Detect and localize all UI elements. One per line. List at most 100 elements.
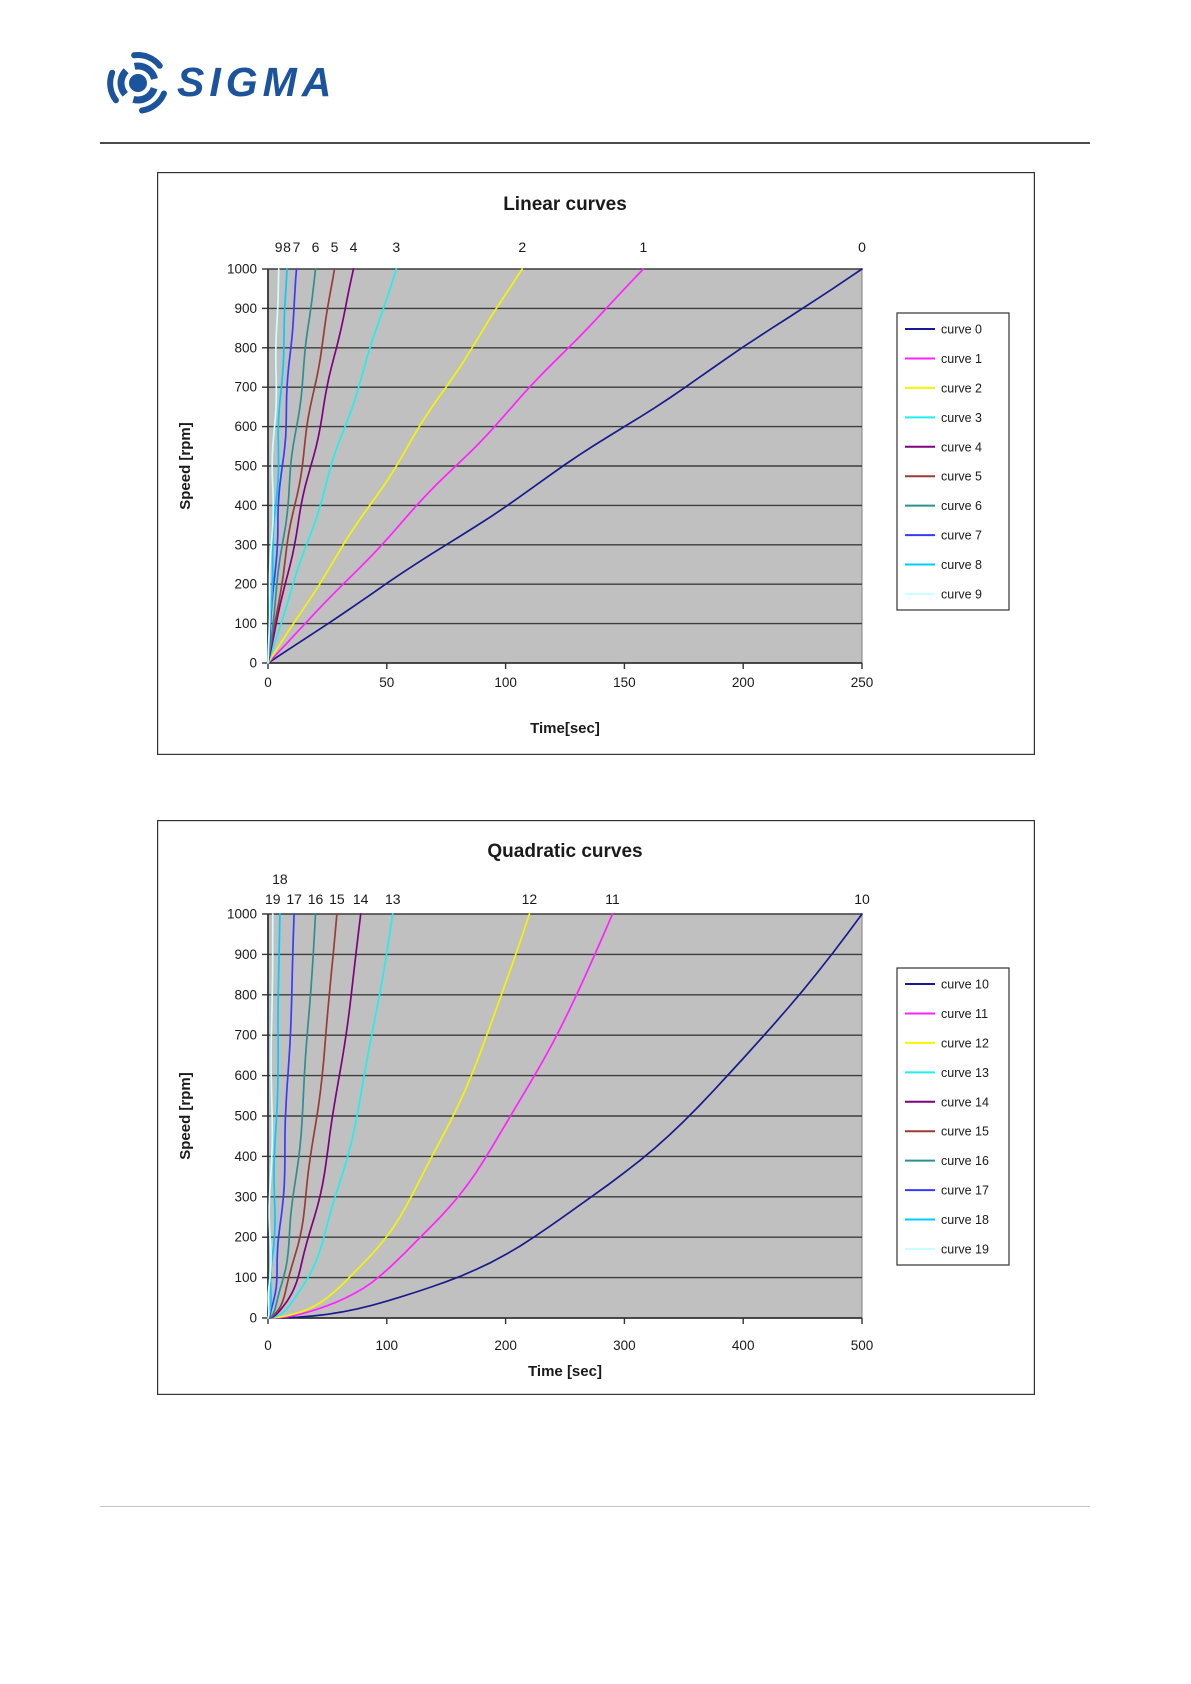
series-line-curve-16 xyxy=(267,913,317,1319)
y-tick-label: 700 xyxy=(234,380,257,395)
legend-label: curve 13 xyxy=(941,1066,989,1080)
legend-label: curve 16 xyxy=(941,1154,989,1168)
x-tick-label: 100 xyxy=(494,675,517,690)
x-tick-label: 0 xyxy=(264,1338,272,1353)
x-axis-title: Time[sec] xyxy=(530,720,600,737)
y-tick-label: 200 xyxy=(234,577,257,592)
y-tick-label: 800 xyxy=(234,987,257,1002)
legend-label: curve 12 xyxy=(941,1036,989,1050)
series-line-curve-10 xyxy=(267,913,863,1319)
legend-label: curve 4 xyxy=(941,440,982,454)
series-end-label: 0 xyxy=(858,239,866,255)
y-tick-label: 0 xyxy=(249,656,257,671)
legend-label: curve 17 xyxy=(941,1184,989,1198)
series-end-label: 1 xyxy=(640,239,648,255)
sigma-logo-icon xyxy=(107,52,167,114)
chart-title: Quadratic curves xyxy=(487,841,642,862)
y-tick-label: 700 xyxy=(234,1028,257,1043)
series-line-curve-12 xyxy=(267,913,531,1319)
y-axis-title: Speed [rpm] xyxy=(177,422,194,510)
legend-label: curve 3 xyxy=(941,411,982,425)
series-end-label: 14 xyxy=(353,891,369,907)
chart-quadratic-curves: Quadratic curves 0 100 200 300 400 500 600 700 80… xyxy=(156,819,1036,1396)
chart-svg: Quadratic curves010020030040050060070080… xyxy=(156,819,1036,1396)
legend-label: curve 14 xyxy=(941,1095,989,1109)
series-end-label: 11 xyxy=(605,891,620,907)
x-tick-label: 200 xyxy=(732,675,755,690)
series-end-label: 19 xyxy=(265,891,281,907)
y-axis-title: Speed [rpm] xyxy=(177,1072,194,1160)
legend-box xyxy=(896,967,1010,1266)
sigma-logo: SIGMA xyxy=(103,48,363,118)
x-tick-label: 400 xyxy=(732,1338,755,1353)
legend-label: curve 0 xyxy=(941,323,982,337)
y-tick-label: 600 xyxy=(234,1068,257,1083)
header-rule xyxy=(100,142,1090,144)
legend-label: curve 11 xyxy=(941,1007,988,1021)
series-line-curve-11 xyxy=(267,913,614,1319)
series-line-curve-4 xyxy=(267,268,355,664)
y-tick-label: 500 xyxy=(234,1109,257,1124)
legend-label: curve 7 xyxy=(941,529,982,543)
chart-title: Linear curves xyxy=(503,194,627,215)
footer-rule xyxy=(100,1506,1090,1507)
x-axis-title: Time [sec] xyxy=(528,1363,602,1380)
series-line-curve-9 xyxy=(267,268,280,664)
series-end-label: 9 xyxy=(275,239,283,255)
series-line-curve-18 xyxy=(267,913,281,1319)
y-tick-label: 100 xyxy=(234,1270,257,1285)
chart-linear-curves: Linear curves 0 100 200 300 400 500 600 700 800 90… xyxy=(156,171,1036,756)
series-end-label: 7 xyxy=(293,239,301,255)
series-line-curve-19 xyxy=(267,913,274,1319)
series-end-label: 12 xyxy=(522,891,538,907)
series-line-curve-15 xyxy=(267,913,338,1319)
legend-box xyxy=(896,312,1010,611)
series-end-label: 16 xyxy=(308,891,324,907)
series-line-curve-13 xyxy=(267,913,394,1319)
series-line-curve-0 xyxy=(267,268,863,664)
x-tick-label: 500 xyxy=(851,1338,874,1353)
legend-label: curve 2 xyxy=(941,381,982,395)
series-line-curve-1 xyxy=(267,268,645,664)
series-end-label: 17 xyxy=(286,891,302,907)
series-line-curve-14 xyxy=(267,913,362,1319)
y-tick-label: 300 xyxy=(234,1189,257,1204)
series-end-label: 13 xyxy=(385,891,401,907)
x-tick-label: 250 xyxy=(851,675,874,690)
y-tick-label: 600 xyxy=(234,419,257,434)
legend-label: curve 6 xyxy=(941,499,982,513)
x-tick-label: 0 xyxy=(264,675,272,690)
legend-label: curve 5 xyxy=(941,470,982,484)
sigma-logo-text: SIGMA xyxy=(177,59,337,105)
series-line-curve-8 xyxy=(267,268,288,664)
x-tick-label: 150 xyxy=(613,675,636,690)
x-tick-label: 300 xyxy=(613,1338,636,1353)
series-end-label: 2 xyxy=(518,239,526,255)
series-line-curve-2 xyxy=(267,268,524,664)
y-tick-label: 900 xyxy=(234,947,257,962)
legend-label: curve 9 xyxy=(941,588,982,602)
series-line-curve-3 xyxy=(267,268,398,664)
series-end-label: 6 xyxy=(312,239,320,255)
legend-label: curve 19 xyxy=(941,1243,989,1257)
y-tick-label: 500 xyxy=(234,459,257,474)
series-end-label: 5 xyxy=(331,239,339,255)
y-tick-label: 300 xyxy=(234,537,257,552)
x-tick-label: 200 xyxy=(494,1338,517,1353)
series-end-label: 10 xyxy=(854,891,870,907)
legend-label: curve 18 xyxy=(941,1213,989,1227)
y-tick-label: 0 xyxy=(249,1311,257,1326)
series-line-curve-6 xyxy=(267,268,317,664)
y-tick-label: 900 xyxy=(234,301,257,316)
series-line-curve-5 xyxy=(267,268,336,664)
legend-label: curve 1 xyxy=(941,352,982,366)
series-end-label: 18 xyxy=(272,871,288,887)
y-tick-label: 1000 xyxy=(227,262,257,277)
y-tick-label: 800 xyxy=(234,340,257,355)
series-end-label: 15 xyxy=(329,891,345,907)
x-tick-label: 100 xyxy=(376,1338,399,1353)
x-tick-label: 50 xyxy=(379,675,394,690)
series-end-label: 4 xyxy=(350,239,358,255)
series-end-label: 8 xyxy=(283,239,291,255)
